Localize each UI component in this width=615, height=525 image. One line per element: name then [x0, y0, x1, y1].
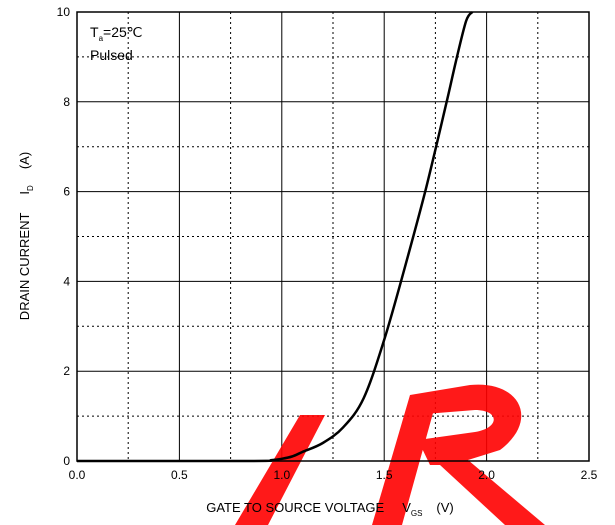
grid	[77, 12, 589, 461]
y-tick-label: 8	[63, 95, 70, 109]
series-group	[76, 11, 474, 463]
y-axis-title-subscript: D	[26, 185, 35, 191]
x-tick-label: 0.0	[69, 468, 86, 482]
x-axis-title-subscript: GS	[411, 509, 423, 518]
series-line	[76, 11, 474, 463]
y-tick-label: 2	[63, 364, 70, 378]
y-tick-label: 4	[63, 274, 70, 288]
y-axis-title-symbol: I	[17, 191, 32, 195]
x-axis-title-symbol: V	[402, 500, 411, 515]
x-tick-label: 2.5	[581, 468, 598, 482]
y-tick-label: 0	[63, 454, 70, 468]
plot-frame	[76, 11, 590, 462]
y-axis-title-unit: (A)	[17, 152, 32, 169]
annotation-temperature: Ta=25℃	[90, 24, 143, 43]
annotation-temperature-value: =25℃	[103, 24, 142, 40]
x-axis-title-main: GATE TO SOURCE VOLTAGE	[206, 500, 384, 515]
x-tick-labels: 0.0 0.5 1.0 1.5 2.0 2.5	[69, 468, 598, 482]
x-tick-label: 0.5	[171, 468, 188, 482]
annotation-pulsed: Pulsed	[90, 47, 133, 63]
annotation-temperature-subscript: a	[99, 34, 104, 43]
y-tick-label: 10	[57, 5, 71, 19]
watermark	[235, 384, 545, 525]
y-axis-title-main: DRAIN CURRENT	[17, 213, 32, 321]
x-axis-title: GATE TO SOURCE VOLTAGE VGS (V)	[206, 500, 454, 518]
annotation-temperature-symbol: T	[90, 24, 99, 40]
watermark-shape	[235, 384, 545, 525]
y-tick-label: 6	[63, 185, 70, 199]
y-tick-labels: 0 2 4 6 8 10	[57, 5, 71, 468]
x-axis-title-unit: (V)	[436, 500, 453, 515]
x-tick-label: 1.5	[376, 468, 393, 482]
x-tick-label: 2.0	[478, 468, 495, 482]
x-tick-label: 1.0	[273, 468, 290, 482]
y-axis-title: DRAIN CURRENT ID (A)	[17, 152, 35, 320]
